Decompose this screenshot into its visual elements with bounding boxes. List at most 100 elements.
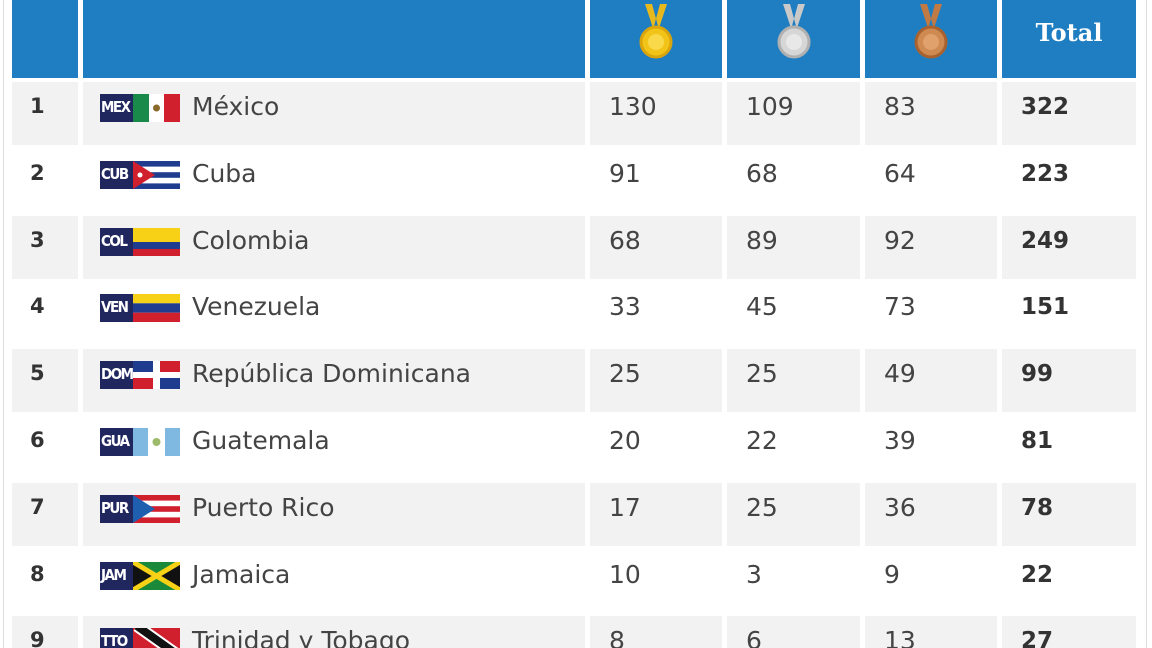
country-flag-badge: GUA <box>100 428 180 456</box>
row-cell <box>1002 549 1136 613</box>
country-code: COL <box>101 231 128 250</box>
country-flag-badge: PUR <box>100 494 180 523</box>
row-cell <box>865 148 997 212</box>
row-cell <box>590 282 722 346</box>
country-name: Guatemala <box>192 426 330 455</box>
row-cell <box>590 82 722 145</box>
flag-svg <box>133 94 180 122</box>
country-name: Cuba <box>192 158 257 188</box>
row-cell <box>590 616 722 648</box>
country-name: República Dominicana <box>192 359 471 389</box>
flag-svg <box>133 227 180 256</box>
silver-count: 3 <box>746 559 762 589</box>
country-flag-badge: DOM <box>100 361 180 390</box>
row-cell <box>865 416 997 479</box>
rank: 4 <box>30 294 45 319</box>
total-count: 249 <box>1021 227 1070 254</box>
rank: 2 <box>30 160 45 185</box>
row-cell <box>727 349 860 413</box>
row-cell <box>865 616 997 648</box>
rank: 9 <box>30 628 45 648</box>
gold-medal-icon <box>639 4 673 59</box>
flag-code-bg <box>100 294 133 323</box>
flag <box>133 621 180 648</box>
gold-count: 25 <box>609 359 641 389</box>
flag-code-bg <box>100 160 133 189</box>
flag <box>133 227 180 256</box>
row-cell <box>12 282 78 346</box>
total-count: 322 <box>1021 94 1070 120</box>
row-cell <box>590 215 722 279</box>
country-code: CUB <box>101 164 129 183</box>
row-cell <box>590 482 722 546</box>
row-cell <box>12 215 78 279</box>
row-cell <box>865 282 997 346</box>
silver-count: 89 <box>746 225 778 255</box>
row-cell <box>727 616 860 648</box>
row-cell <box>12 416 78 479</box>
gold-count: 68 <box>609 225 641 255</box>
row-cell <box>12 349 78 413</box>
bronze-count: 92 <box>884 225 916 255</box>
rank: 7 <box>30 494 45 519</box>
flag-svg <box>133 160 180 189</box>
gold-count: 91 <box>609 158 641 188</box>
row-cell <box>590 349 722 413</box>
flag <box>133 428 180 456</box>
rank: 5 <box>30 361 45 386</box>
flag-code-bg <box>100 428 133 456</box>
country-flag-badge: MEX <box>100 94 180 122</box>
gold-count: 8 <box>609 626 625 648</box>
row-cell <box>727 416 860 479</box>
total-count: 27 <box>1021 628 1054 648</box>
silver-medal-icon <box>777 4 811 59</box>
gold-count: 10 <box>609 559 641 589</box>
row-cell <box>1002 215 1136 279</box>
country-name: México <box>192 92 280 121</box>
total-count: 78 <box>1021 494 1054 521</box>
flag <box>133 160 180 189</box>
country-code: DOM <box>101 365 134 384</box>
header-cell <box>727 0 860 78</box>
flag-svg <box>133 294 180 323</box>
row-cell <box>590 416 722 479</box>
header-cell <box>865 0 997 78</box>
row-cell <box>727 148 860 212</box>
row-cell <box>1002 282 1136 346</box>
header-cell <box>83 0 585 78</box>
row-cell <box>1002 148 1136 212</box>
silver-count: 25 <box>746 359 778 389</box>
country-flag-badge: COL <box>100 227 180 256</box>
row-cell <box>1002 616 1136 648</box>
row-cell <box>1002 82 1136 145</box>
flag-code-bg <box>100 227 133 256</box>
row-cell <box>865 482 997 546</box>
flag <box>133 361 180 390</box>
row-cell <box>590 148 722 212</box>
silver-count: 25 <box>746 492 778 522</box>
country-flag-badge: VEN <box>100 294 180 323</box>
header-cell <box>12 0 78 78</box>
row-cell <box>727 549 860 613</box>
bronze-count: 36 <box>884 492 916 522</box>
gold-count: 20 <box>609 426 641 455</box>
silver-count: 6 <box>746 626 762 648</box>
flag-svg <box>133 621 180 648</box>
row-cell <box>12 549 78 613</box>
bronze-count: 9 <box>884 559 900 589</box>
row-cell <box>1002 349 1136 413</box>
flag-code-bg <box>100 628 133 648</box>
bronze-count: 13 <box>884 626 916 648</box>
row-cell <box>12 482 78 546</box>
flag <box>133 94 180 122</box>
country-code: TTO <box>101 632 128 648</box>
bronze-count: 83 <box>884 92 916 121</box>
gold-count: 130 <box>609 92 657 121</box>
country-code: GUA <box>101 432 130 450</box>
gold-count: 17 <box>609 492 641 522</box>
header-cell <box>590 0 722 78</box>
country-flag-badge: JAM <box>100 559 182 592</box>
total-count: 223 <box>1021 160 1070 187</box>
rank: 6 <box>30 428 45 452</box>
